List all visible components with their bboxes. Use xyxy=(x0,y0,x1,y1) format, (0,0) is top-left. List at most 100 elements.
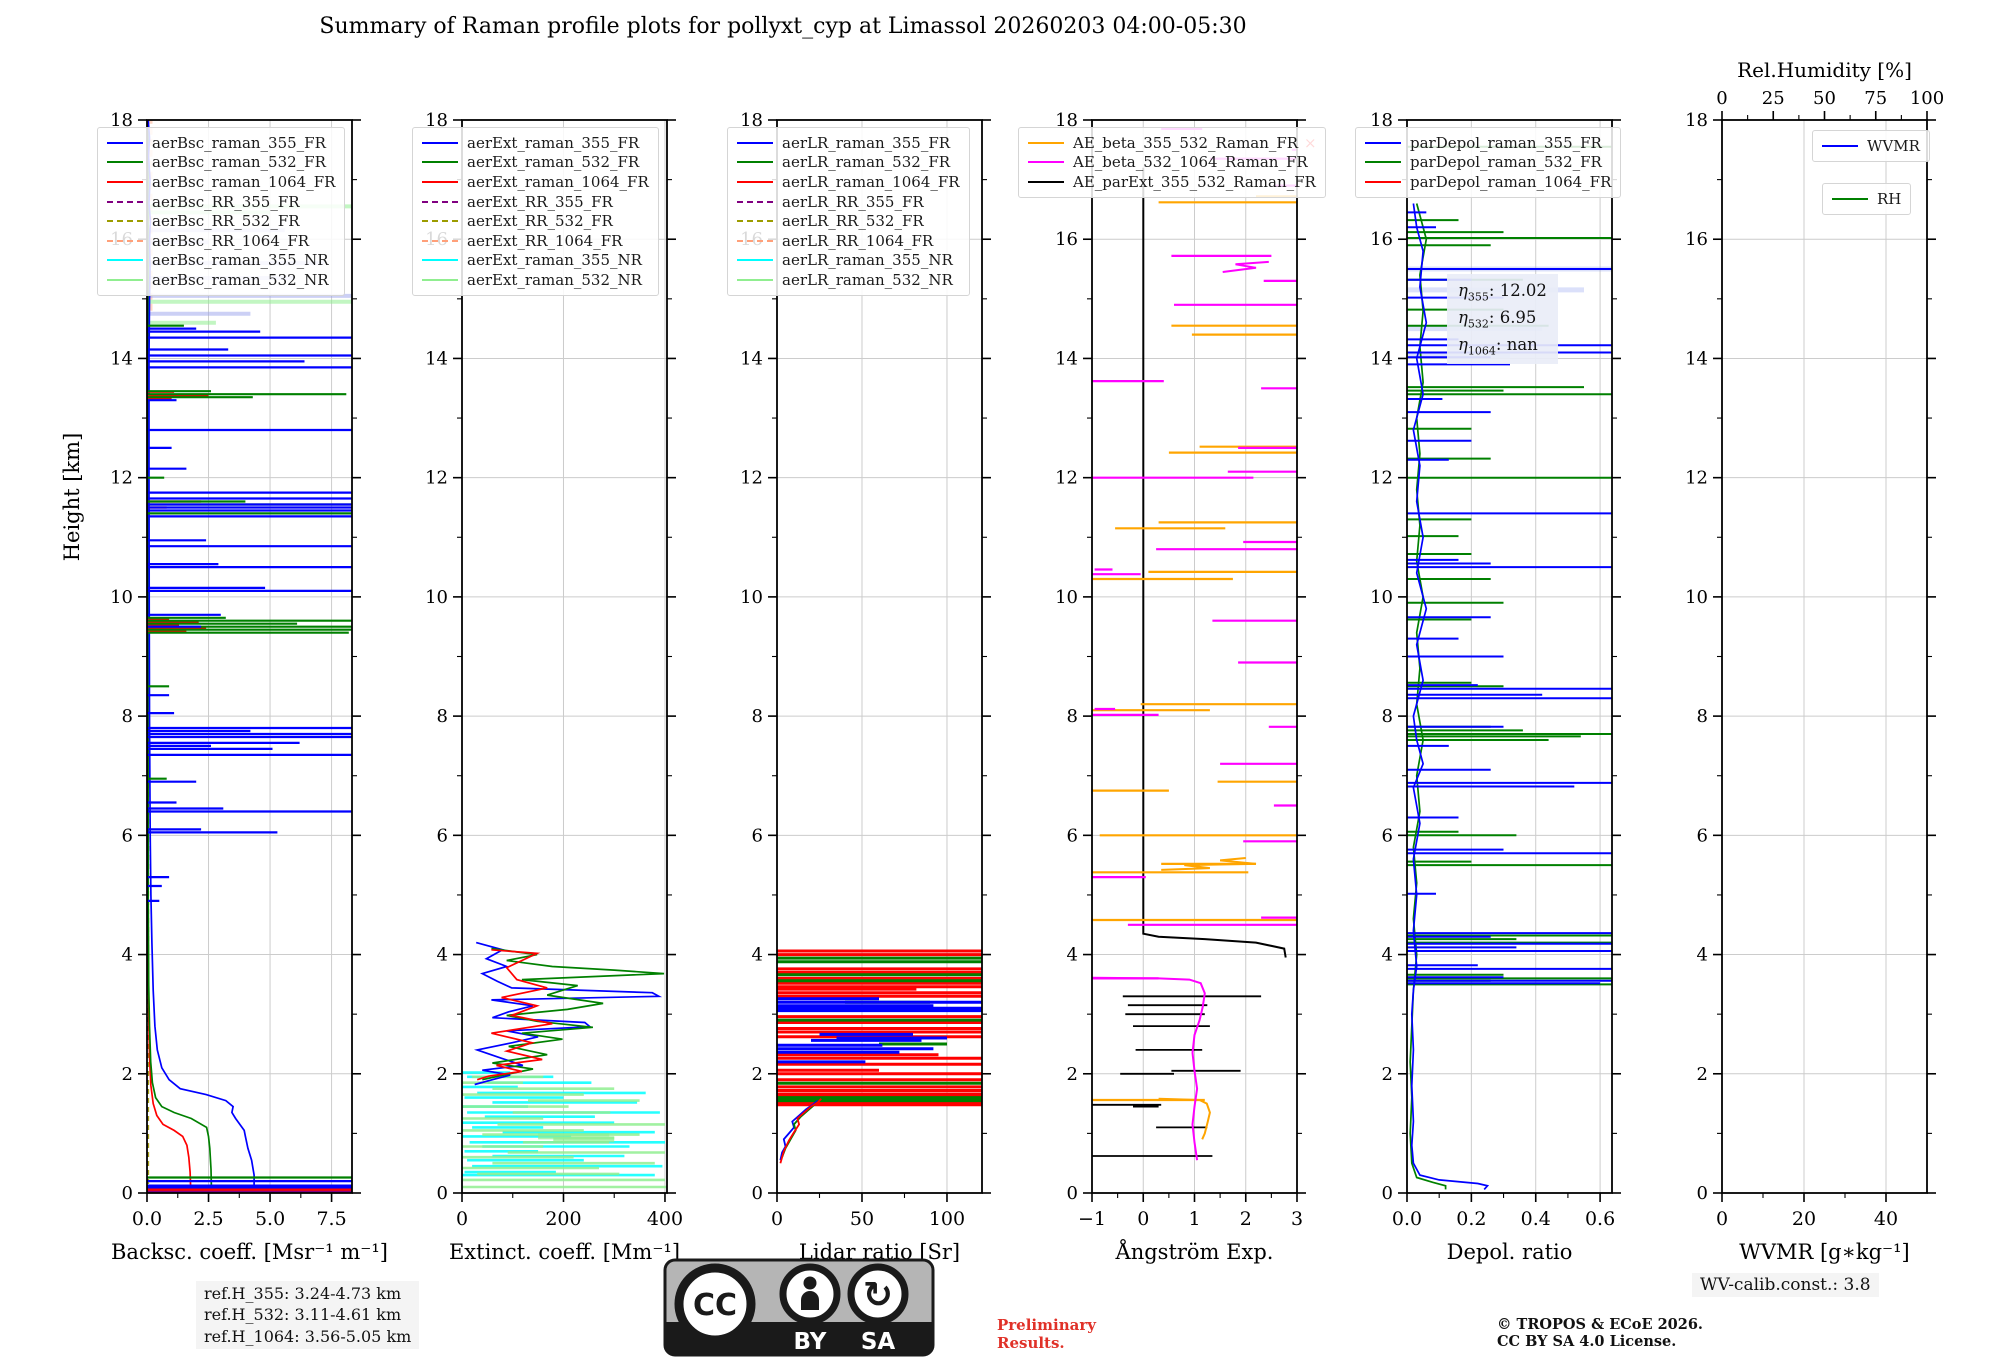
legend-label: aerBsc_RR_532_FR xyxy=(152,212,300,231)
y-tick-label: 10 xyxy=(1370,587,1393,608)
y-tick-label: 10 xyxy=(1685,587,1708,608)
legend-item-aerLR_raman_355_FR: aerLR_raman_355_FR xyxy=(737,133,960,153)
series-aerBsc_raman_532_FR xyxy=(147,120,213,1192)
cc-circle-icon xyxy=(674,1263,756,1345)
x-axis-label-extinction: Extinct. coeff. [Mm⁻¹] xyxy=(449,1240,680,1264)
legend-item-aerLR_raman_1064_FR: aerLR_raman_1064_FR xyxy=(737,172,960,192)
legend-line-sample xyxy=(737,259,773,262)
legend-label: aerBsc_RR_355_FR xyxy=(152,192,300,211)
x-axis-label-wvmr: WVMR [g∗kg⁻¹] xyxy=(1739,1240,1910,1264)
legend-item-aerBsc_RR_1064_FR: aerBsc_RR_1064_FR xyxy=(107,231,335,251)
share-alike-arrow: ↻ xyxy=(863,1275,893,1316)
panel-wvmr: 0 2 4 6 8 10 12 14 16 18 0 20 40 WVMR [g∗kg⁻¹] 0 25 50 75… xyxy=(1685,88,1944,1264)
y-tick-label: 12 xyxy=(740,468,763,489)
preliminary-results-text: Preliminary Results. xyxy=(997,1316,1096,1352)
legend-item-aerExt_RR_355_FR: aerExt_RR_355_FR xyxy=(422,192,649,212)
legend-line-sample xyxy=(737,220,773,223)
legend-item-aerExt_raman_532_FR: aerExt_raman_532_FR xyxy=(422,153,649,173)
series-AE_beta_355_532_squiggle xyxy=(1161,857,1257,871)
legend-item-aerExt_raman_532_NR: aerExt_raman_532_NR xyxy=(422,270,649,290)
series-parDepol_raman_532_FR xyxy=(1409,203,1447,1190)
legend-line-sample xyxy=(737,180,773,183)
legend-item-aerBsc_raman_532_FR: aerBsc_raman_532_FR xyxy=(107,153,335,173)
legend-label: aerBsc_raman_355_FR xyxy=(152,133,326,152)
legend-label: aerBsc_raman_1064_FR xyxy=(152,172,336,191)
legend-label: aerLR_RR_355_FR xyxy=(782,192,924,211)
y-tick-label: 14 xyxy=(740,348,763,369)
legend-label: aerExt_RR_1064_FR xyxy=(467,231,623,250)
series-AE_beta_355_532_Raman_FR_segments xyxy=(1092,195,1297,1102)
legend-line-sample xyxy=(107,278,143,281)
legend-item-parDepol_raman_355_FR: parDepol_raman_355_FR xyxy=(1365,133,1611,153)
eta-row-532: η532: 6.95 xyxy=(1458,307,1537,331)
legend-label: aerLR_raman_532_NR xyxy=(782,270,953,289)
legend-label: parDepol_raman_355_FR xyxy=(1410,133,1602,152)
legend-line-sample xyxy=(1365,141,1401,144)
y-tick-label: 0 xyxy=(1697,1183,1708,1204)
legend-item-AE_beta_532_1064_Raman_FR: AE_beta_532_1064_Raman_FR xyxy=(1028,153,1316,173)
series-parDepol_raman_355_FR xyxy=(1410,203,1490,1190)
legend-line-sample xyxy=(422,239,458,242)
y-tick-label: 12 xyxy=(110,468,133,489)
cc-text: CC xyxy=(693,1288,737,1323)
y-tick-label: 6 xyxy=(1382,825,1393,846)
y-tick-label: 8 xyxy=(752,706,763,727)
ref-height-355: ref.H_355: 3.24-4.73 km xyxy=(204,1284,402,1303)
legend-item-aerLR_RR_532_FR: aerLR_RR_532_FR xyxy=(737,211,960,231)
share-alike-icon xyxy=(847,1263,909,1325)
rel-humidity-axis-label: Rel.Humidity [%] xyxy=(1737,58,1912,82)
eta-row-1064: η1064: nan xyxy=(1458,334,1538,357)
series-AE_beta_355_532_low xyxy=(1158,1097,1211,1140)
eta-row-355: η355: 12.02 xyxy=(1458,281,1547,304)
series-AE_beta_532_1064_wiggle xyxy=(1222,260,1269,273)
sa-text: SA xyxy=(861,1329,896,1355)
legend-label: aerExt_raman_1064_FR xyxy=(467,172,649,191)
y-tick-label: 2 xyxy=(1697,1064,1708,1085)
legend-line-sample xyxy=(422,180,458,183)
legend-label: aerLR_RR_532_FR xyxy=(782,212,924,231)
x-tick-label: 0.2 xyxy=(1456,1208,1486,1230)
legend-item-aerBsc_RR_532_FR: aerBsc_RR_532_FR xyxy=(107,211,335,231)
series-aerExt_raman_532_FR xyxy=(482,947,665,1081)
top-tick-label: 25 xyxy=(1762,88,1785,109)
y-tick-label: 16 xyxy=(1055,229,1078,250)
legend-label: aerExt_raman_355_FR xyxy=(467,133,640,152)
legend-backscatter: aerBsc_raman_355_FR aerBsc_raman_532_FR ae… xyxy=(97,127,346,296)
y-tick-label: 16 xyxy=(1685,229,1708,250)
x-tick-label: 50 xyxy=(850,1208,874,1230)
legend-label: parDepol_raman_1064_FR xyxy=(1410,172,1612,191)
y-tick-label: 12 xyxy=(425,468,448,489)
legend-item-parDepol_raman_1064_FR: parDepol_raman_1064_FR xyxy=(1365,172,1611,192)
series-aerLR_raman_532_FR_bars xyxy=(777,956,982,1103)
legend-line-sample xyxy=(422,200,458,203)
legend-label: aerExt_RR_355_FR xyxy=(467,192,613,211)
series-AE_beta_532_1064_low xyxy=(1092,976,1206,1161)
y-tick-label: 4 xyxy=(1067,945,1078,966)
legend-item-aerBsc_raman_355_NR: aerBsc_raman_355_NR xyxy=(107,251,335,271)
series-aerLR_raman_1064_FR xyxy=(779,1098,822,1164)
panel-extinction: 0246810121416180200400Extinct. coeff. [M… xyxy=(425,110,683,1264)
person-head xyxy=(803,1276,817,1290)
legend-label: aerLR_raman_355_NR xyxy=(782,251,953,270)
legend-line-sample xyxy=(737,141,773,144)
ticks xyxy=(768,119,991,1202)
wv-calib-box: WV-calib.const.: 3.8 xyxy=(1692,1273,1879,1297)
legend-line-sample xyxy=(1365,180,1401,183)
legend-label: aerExt_RR_532_FR xyxy=(467,212,613,231)
legend-extinction: aerExt_raman_355_FR aerExt_raman_532_FR ae… xyxy=(412,127,659,296)
legend-item-aerLR_RR_1064_FR: aerLR_RR_1064_FR xyxy=(737,231,960,251)
legend-item-aerExt_RR_532_FR: aerExt_RR_532_FR xyxy=(422,211,649,231)
y-tick-label: 18 xyxy=(1685,110,1708,131)
legend-line-sample xyxy=(107,180,143,183)
y-tick-label: 10 xyxy=(1055,587,1078,608)
legend-label: aerBsc_raman_532_NR xyxy=(152,270,329,289)
cc-badge-graphic: CC ↻ BY SA xyxy=(663,1258,935,1357)
y-tick-label: 8 xyxy=(1067,706,1078,727)
legend-label: aerExt_raman_532_FR xyxy=(467,153,640,172)
y-tick-label: 12 xyxy=(1370,468,1393,489)
legend-line-sample xyxy=(422,141,458,144)
legend-line-sample xyxy=(1822,144,1858,147)
y-tick-label: 0 xyxy=(752,1183,763,1204)
legend-label: aerExt_raman_532_NR xyxy=(467,270,642,289)
